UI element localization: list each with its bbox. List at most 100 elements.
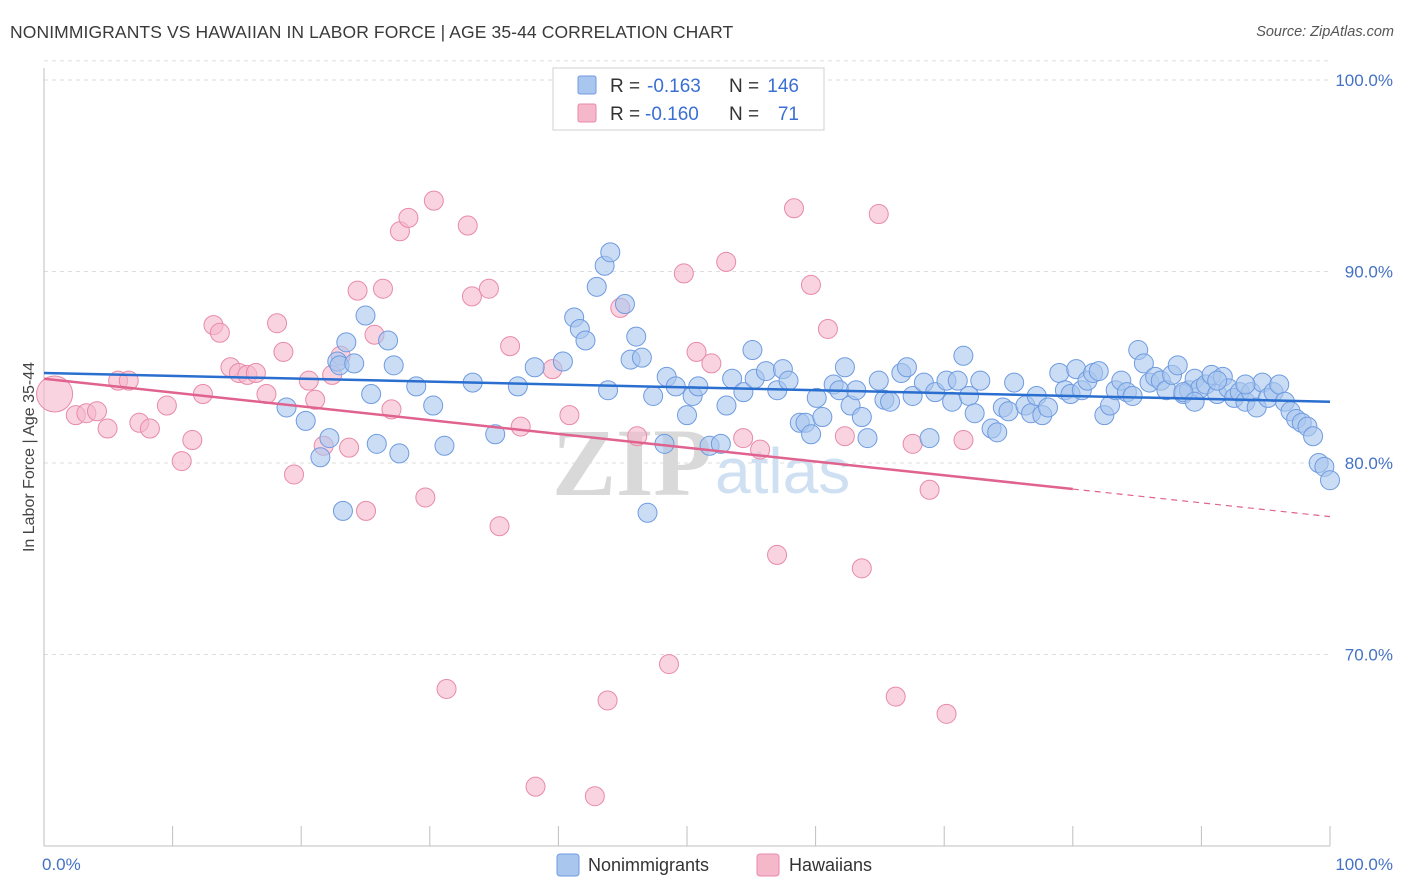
hawaiians-point-35 bbox=[398, 207, 419, 228]
nonimmigrants-point-9 bbox=[276, 397, 297, 418]
legend-n-label-1: N = bbox=[729, 76, 759, 97]
x-tick-label-max: 100.0% bbox=[1335, 855, 1393, 874]
nonimmigrants-point-142 bbox=[1207, 370, 1228, 391]
nonimmigrants-point-22 bbox=[552, 351, 573, 372]
hawaiians-point-62 bbox=[817, 318, 838, 339]
nonimmigrants-point-20 bbox=[507, 376, 528, 397]
nonimmigrants-point-55 bbox=[801, 424, 822, 445]
nonimmigrants-point-17 bbox=[434, 435, 455, 456]
hawaiians-point-30 bbox=[356, 500, 377, 521]
nonimmigrants-point-69 bbox=[896, 357, 917, 378]
bottom-legend: Nonimmigrants Hawaiians bbox=[556, 853, 872, 877]
hawaiians-point-42 bbox=[489, 516, 510, 537]
nonimmigrants-point-75 bbox=[942, 391, 963, 412]
nonimmigrants-point-85 bbox=[1004, 372, 1025, 393]
nonimmigrants-point-5 bbox=[361, 384, 382, 405]
hawaiians-point-28 bbox=[339, 437, 360, 458]
hawaiians-point-4 bbox=[97, 418, 118, 439]
hawaiians-point-18 bbox=[245, 362, 266, 383]
hawaiians-point-64 bbox=[851, 558, 872, 579]
nonimmigrants-point-35 bbox=[643, 385, 664, 406]
y-tick-labels: 70.0% 80.0% 90.0% 100.0% bbox=[1335, 71, 1393, 665]
trend-lines bbox=[43, 371, 1331, 518]
nonimmigrants-point-15 bbox=[406, 376, 427, 397]
legend-r-value-2: -0.160 bbox=[645, 104, 699, 125]
hawaiians-point-49 bbox=[597, 690, 618, 711]
nonimmigrants-point-91 bbox=[1049, 362, 1070, 383]
hawaiians-trend-line bbox=[43, 377, 1073, 491]
hawaiians-point-63 bbox=[834, 426, 855, 447]
nonimmigrants-point-6 bbox=[378, 330, 399, 351]
hawaiians-point-24 bbox=[305, 389, 326, 410]
hawaiians-point-10 bbox=[171, 451, 192, 472]
hawaiians-point-0 bbox=[36, 375, 74, 413]
hawaiians-point-8 bbox=[139, 418, 160, 439]
hawaiians-point-70 bbox=[953, 430, 974, 451]
hawaiians-point-67 bbox=[902, 433, 923, 454]
hawaiians-point-40 bbox=[461, 286, 482, 307]
nonimmigrants-point-31 bbox=[626, 326, 647, 347]
chart-title: NONIMMIGRANTS VS HAWAIIAN IN LABOR FORCE… bbox=[10, 22, 734, 42]
nonimmigrants-point-10 bbox=[295, 410, 316, 431]
nonimmigrants-point-90 bbox=[1037, 397, 1058, 418]
nonimmigrants-point-82 bbox=[987, 422, 1008, 443]
hawaiians-point-56 bbox=[716, 251, 737, 272]
nonimmigrants-point-8 bbox=[389, 443, 410, 464]
nonimmigrants-point-29 bbox=[598, 380, 619, 401]
hawaiians-point-54 bbox=[686, 341, 707, 362]
x-tick-label-min: 0.0% bbox=[42, 855, 81, 874]
hawaiians-point-59 bbox=[767, 544, 788, 565]
nonimmigrants-point-98 bbox=[1088, 361, 1109, 382]
y-axis-label: In Labor Force | Age 35-44 bbox=[21, 362, 38, 552]
nonimmigrants-point-67 bbox=[880, 391, 901, 412]
hawaiians-point-29 bbox=[347, 280, 368, 301]
nonimmigrants-point-143 bbox=[1235, 374, 1256, 395]
nonimmigrants-point-7 bbox=[383, 355, 404, 376]
x-ticks bbox=[43, 826, 1331, 846]
hawaiians-point-60 bbox=[783, 198, 804, 219]
nonimmigrants-point-106 bbox=[1133, 353, 1154, 374]
legend-n-value-2: 71 bbox=[778, 104, 799, 125]
nonimmigrants-point-130 bbox=[1269, 374, 1290, 395]
hawaiians-point-47 bbox=[559, 405, 580, 426]
nonimmigrants-point-34 bbox=[637, 502, 658, 523]
legend-r-label-1: R = bbox=[610, 76, 640, 97]
nonimmigrants-point-65 bbox=[868, 370, 889, 391]
hawaiians-point-65 bbox=[868, 204, 889, 225]
hawaiians-trend-extension bbox=[1072, 488, 1331, 518]
nonimmigrants-point-16 bbox=[423, 395, 444, 416]
legend-r-label-2: R = bbox=[610, 104, 640, 125]
hawaiians-point-36 bbox=[415, 487, 436, 508]
hawaiians-point-43 bbox=[500, 336, 521, 357]
source-label: Source: ZipAtlas.com bbox=[1256, 24, 1394, 40]
nonimmigrants-point-136 bbox=[1303, 426, 1324, 447]
y-tick-label-80: 80.0% bbox=[1345, 454, 1393, 473]
bottom-legend-swatch-nonimmigrants bbox=[556, 853, 580, 877]
stats-legend: R = -0.163 N = 146 R = -0.160 N = 71 bbox=[552, 67, 825, 131]
nonimmigrants-point-4 bbox=[355, 305, 376, 326]
legend-swatch-nonimmigrants bbox=[577, 75, 597, 95]
nonimmigrants-point-79 bbox=[964, 403, 985, 424]
nonimmigrants-point-25 bbox=[575, 330, 596, 351]
watermark-atlas: atlas bbox=[715, 435, 850, 507]
nonimmigrants-point-3 bbox=[344, 353, 365, 374]
legend-n-value-1: 146 bbox=[767, 76, 799, 97]
legend-n-label-2: N = bbox=[729, 104, 759, 125]
nonimmigrants-point-49 bbox=[755, 361, 776, 382]
nonimmigrants-point-30 bbox=[614, 294, 635, 315]
hawaiians-point-66 bbox=[885, 686, 906, 707]
hawaiians-point-48 bbox=[584, 786, 605, 807]
nonimmigrants-point-26 bbox=[586, 276, 607, 297]
hawaiians-point-3 bbox=[86, 401, 107, 422]
hawaiians-point-11 bbox=[182, 430, 203, 451]
nonimmigrants-point-11 bbox=[310, 447, 331, 468]
nonimmigrants-point-39 bbox=[677, 405, 697, 426]
hawaiians-point-20 bbox=[267, 313, 288, 334]
nonimmigrants-point-57 bbox=[812, 407, 833, 428]
nonimmigrants-point-33 bbox=[631, 347, 652, 368]
hawaiians-point-61 bbox=[800, 274, 821, 295]
hawaiians-point-53 bbox=[673, 263, 694, 284]
hawaiians-point-9 bbox=[156, 395, 177, 416]
nonimmigrants-point-43 bbox=[710, 433, 731, 454]
